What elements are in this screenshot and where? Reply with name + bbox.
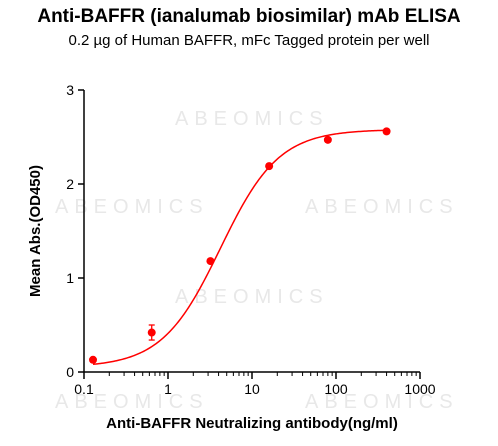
x-tick-label: 1000 [404,381,435,397]
data-point [265,162,274,171]
watermark-text: ABEOMICS [55,196,209,218]
data-point [206,257,215,266]
y-tick-label: 2 [66,176,74,192]
chart-subtitle: 0.2 µg of Human BAFFR, mFc Tagged protei… [68,32,430,49]
data-point [147,328,156,337]
y-tick-label: 0 [66,364,74,380]
data-points-layer [89,127,391,364]
watermark-text: ABEOMICS [175,286,329,308]
fit-curve [92,129,387,366]
y-axis-label: Mean Abs.(OD450) [27,165,44,297]
watermark-text: ABEOMICS [305,391,459,413]
y-tick-label: 3 [66,82,74,98]
data-point [382,127,391,136]
x-tick-label: 100 [324,381,348,397]
axes: 0 1 2 3 0.1 1 10 100 1000 [66,82,436,397]
x-tick-label: 1 [164,381,172,397]
watermark-text: ABEOMICS [55,391,209,413]
x-axis-label: Anti-BAFFR Neutralizing antibody(ng/ml) [106,415,398,432]
chart-title: Anti-BAFFR (ianalumab biosimilar) mAb EL… [37,6,461,27]
watermark-text: ABEOMICS [305,196,459,218]
x-tick-label: 0.1 [74,381,94,397]
x-tick-label: 10 [244,381,260,397]
watermark-text: ABEOMICS [175,108,329,130]
data-point [323,135,332,144]
y-tick-label: 1 [66,270,74,286]
fit-curve-layer [92,129,387,366]
data-point [89,355,98,364]
watermarks: ABEOMICS ABEOMICS ABEOMICS ABEOMICS ABEOMICS… [55,108,459,413]
